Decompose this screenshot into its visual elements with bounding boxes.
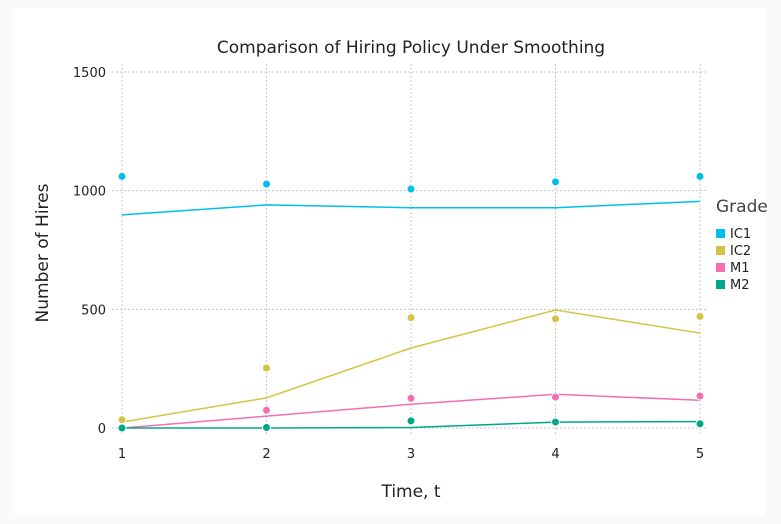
series-line-m1 xyxy=(121,393,701,429)
series-line-ic1 xyxy=(121,200,701,216)
legend-swatch-ic1 xyxy=(716,229,725,238)
data-point-ic1 xyxy=(551,177,560,187)
data-point-m2 xyxy=(262,423,271,433)
data-point-ic2 xyxy=(117,415,127,425)
legend-label-ic2: IC2 xyxy=(730,244,751,259)
data-point-m2 xyxy=(695,419,705,429)
legend-title: Grade xyxy=(716,197,768,217)
legend: IC1 IC2 M1 M2 xyxy=(716,227,751,293)
data-point-m1 xyxy=(695,391,705,401)
data-point-ic2 xyxy=(262,363,271,373)
x-tick-label: 2 xyxy=(262,447,270,462)
legend-swatch-m2 xyxy=(716,280,725,289)
legend-label-m1: M1 xyxy=(730,261,750,276)
y-tick-label: 0 xyxy=(98,422,106,437)
chart-background xyxy=(15,8,765,516)
data-point-m2 xyxy=(551,417,560,427)
x-tick-label: 1 xyxy=(118,447,126,462)
chart-title: Comparison of Hiring Policy Under Smooth… xyxy=(217,38,605,58)
data-point-ic1 xyxy=(117,171,127,181)
x-axis-label: Time, t xyxy=(380,482,440,502)
data-point-ic2 xyxy=(406,313,416,323)
y-tick-label: 1500 xyxy=(73,66,106,81)
legend-label-ic1: IC1 xyxy=(730,227,751,242)
data-point-ic1 xyxy=(262,179,271,189)
x-tick-label: 5 xyxy=(696,447,704,462)
legend-swatch-ic2 xyxy=(716,246,725,255)
x-tick-label: 4 xyxy=(551,447,559,462)
data-point-m2 xyxy=(406,416,416,426)
data-point-m1 xyxy=(551,392,560,402)
data-point-ic2 xyxy=(695,311,705,321)
data-point-ic1 xyxy=(695,171,705,181)
series-layer xyxy=(117,171,705,433)
legend-swatch-m1 xyxy=(716,263,725,272)
x-axis-ticks: 1 2 3 4 5 xyxy=(118,447,704,462)
series-line-m2 xyxy=(122,420,701,429)
y-tick-label: 500 xyxy=(81,303,106,318)
series-line-ic2 xyxy=(121,309,701,423)
y-axis-ticks: 0 500 1000 1500 xyxy=(73,66,106,437)
data-point-m1 xyxy=(406,393,416,403)
y-tick-label: 1000 xyxy=(73,185,106,200)
data-point-ic1 xyxy=(406,184,416,194)
data-point-m1 xyxy=(262,405,271,415)
data-point-ic2 xyxy=(551,314,560,324)
x-tick-label: 3 xyxy=(407,447,415,462)
y-axis-label: Number of Hires xyxy=(33,183,53,322)
data-point-m2 xyxy=(117,423,127,433)
legend-label-m2: M2 xyxy=(730,278,750,293)
